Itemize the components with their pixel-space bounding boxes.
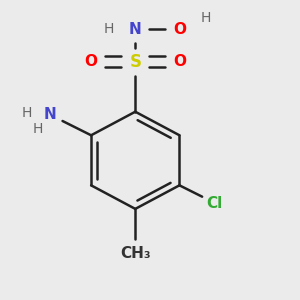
Text: O: O [85, 54, 98, 69]
Text: N: N [44, 107, 56, 122]
Text: S: S [129, 53, 141, 71]
Text: O: O [173, 22, 186, 37]
Text: H: H [21, 106, 32, 120]
Text: O: O [173, 54, 186, 69]
Text: N: N [129, 22, 142, 37]
Text: Cl: Cl [207, 196, 223, 211]
Text: CH₃: CH₃ [120, 246, 151, 261]
Text: H: H [33, 122, 43, 136]
Text: H: H [201, 11, 211, 25]
Text: H: H [103, 22, 114, 36]
